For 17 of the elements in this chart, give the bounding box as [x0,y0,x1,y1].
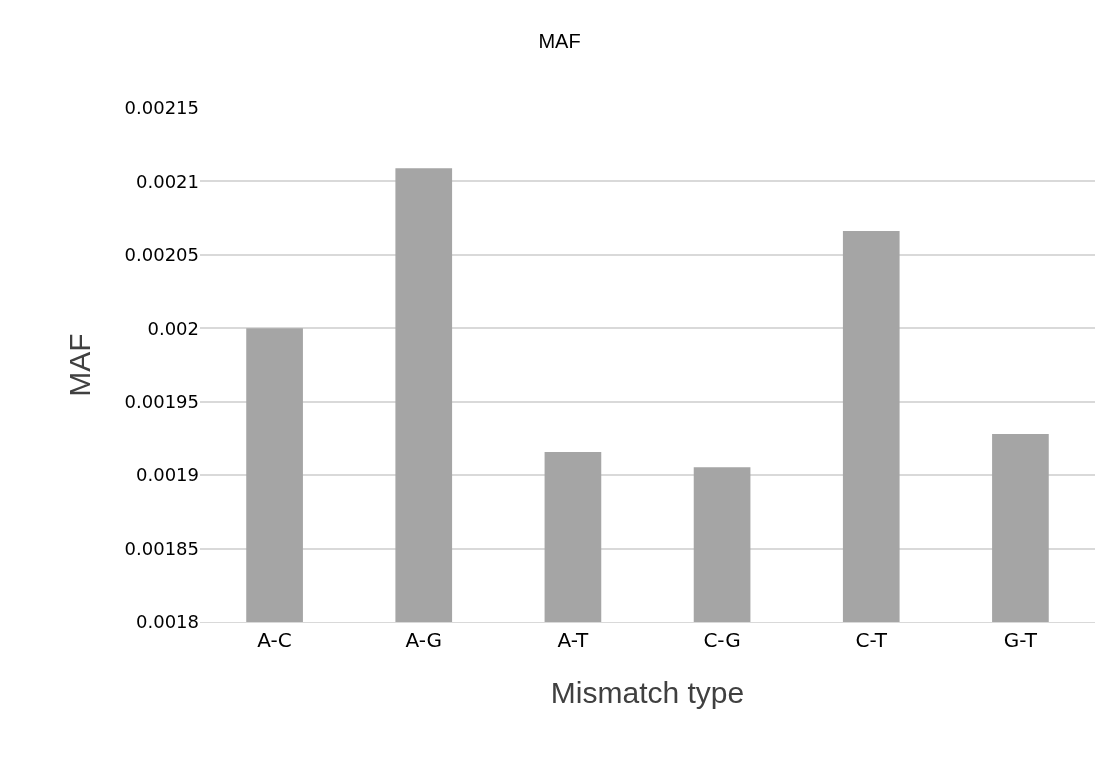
x-tick-label: C-G [703,628,741,652]
x-tick-label: C-T [855,628,888,652]
y-tick-label: 0.00215 [124,97,199,119]
x-tick-label: A-T [557,628,590,652]
y-tick-label: 0.00195 [124,391,199,413]
chart-title: MAF [538,30,581,53]
x-tick-label: A-G [405,628,443,652]
y-tick-label: 0.002 [147,317,199,339]
x-tick-label: A-C [257,628,292,652]
y-tick-label: 0.00205 [124,244,199,266]
y-tick-label: 0.0019 [136,464,199,486]
x-axis-title: Mismatch type [550,675,745,709]
y-tick-label: 0.0021 [136,170,199,192]
y-tick-label: 0.0018 [136,611,199,633]
y-tick-label: 0.00185 [124,537,199,559]
x-tick-label: G-T [1003,628,1038,652]
y-axis-title: MAF [62,333,96,397]
